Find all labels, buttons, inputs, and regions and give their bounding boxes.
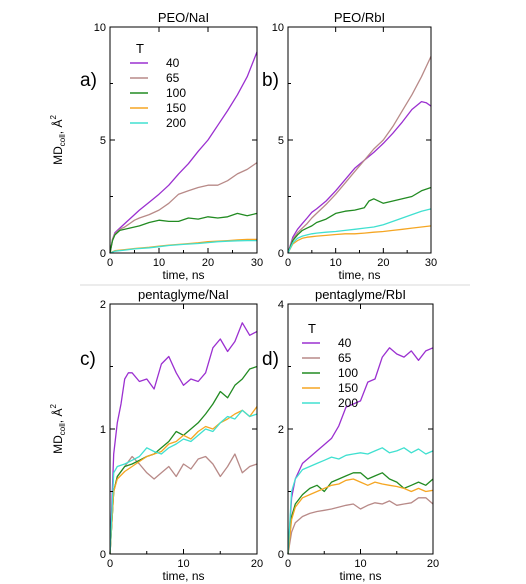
x-axis-label: time, ns (162, 268, 204, 282)
panel-label: d) (262, 349, 279, 370)
legend-entry-100: 100 (166, 86, 186, 100)
x-tick-label: 20 (251, 558, 263, 570)
x-tick-label: 30 (251, 257, 263, 269)
x-tick-label: 10 (177, 558, 189, 570)
series-line-40 (109, 51, 258, 254)
series-line-200 (287, 447, 434, 555)
legend-title: T (136, 41, 144, 56)
y-axis-label: MDcoll, Å2 (49, 404, 67, 454)
series-line-150 (287, 225, 432, 254)
x-axis-label: time, ns (339, 569, 381, 583)
series-line-100 (109, 365, 258, 555)
series-line-150 (287, 478, 434, 555)
y-tick-label: 0 (278, 549, 284, 561)
y-tick-label: 5 (278, 135, 284, 147)
x-tick-label: 20 (427, 558, 439, 570)
legend-entry-100: 100 (338, 366, 358, 380)
x-tick-label: 20 (377, 257, 389, 269)
panel-label: a) (80, 70, 97, 91)
legend-title: T (308, 321, 316, 336)
legend-entry-40: 40 (338, 336, 352, 350)
legend-entry-65: 65 (338, 351, 352, 365)
chart-title: pentaglyme/RbI (315, 287, 406, 302)
x-axis-label: time, ns (162, 569, 204, 583)
series-line-100 (287, 186, 432, 254)
y-tick-label: 5 (100, 135, 106, 147)
x-tick-label: 0 (285, 558, 291, 570)
x-tick-label: 10 (354, 558, 366, 570)
x-tick-label: 0 (107, 558, 113, 570)
legend-entry-40: 40 (166, 56, 180, 70)
series-line-200 (109, 409, 258, 555)
plot-frame (287, 26, 432, 254)
chart-title: PEO/RbI (334, 10, 385, 25)
legend-entry-150: 150 (166, 101, 186, 115)
chart-title: PEO/NaI (158, 10, 209, 25)
y-tick-label: 2 (100, 299, 106, 311)
chart-panel-1: 0 10 20 30 0 5 10 PEO/NaI time, ns a) MDcoll, Å2 T 4… (49, 10, 263, 282)
x-tick-label: 10 (330, 257, 342, 269)
chart-panel-3: 0 10 20 0 1 2 pentaglyme/NaI time, ns c) MDcoll, … (49, 287, 263, 583)
y-tick-label: 0 (278, 248, 284, 260)
y-tick-label: 0 (100, 549, 106, 561)
legend-entry-200: 200 (338, 396, 358, 410)
y-tick-label: 2 (278, 424, 284, 436)
series-line-40 (109, 322, 258, 555)
series-line-100 (109, 212, 258, 254)
x-tick-label: 10 (153, 257, 165, 269)
series-line-65 (109, 453, 258, 555)
y-tick-label: 0 (100, 248, 106, 260)
plot-frame (287, 303, 434, 555)
chart-title: pentaglyme/NaI (138, 287, 229, 302)
panel-label: c) (80, 349, 96, 370)
y-axis-label: MDcoll, Å2 (49, 115, 67, 165)
legend-entry-150: 150 (338, 381, 358, 395)
legend-entry-200: 200 (166, 116, 186, 130)
x-tick-label: 0 (285, 257, 291, 269)
series-line-100 (287, 472, 434, 555)
y-tick-label: 10 (272, 22, 284, 34)
y-tick-label: 4 (278, 299, 284, 311)
x-tick-label: 20 (202, 257, 214, 269)
series-line-40 (287, 347, 434, 555)
x-tick-label: 0 (107, 257, 113, 269)
y-tick-label: 1 (100, 424, 106, 436)
series-line-65 (109, 162, 258, 254)
panel-label: b) (262, 70, 279, 91)
series-line-40 (287, 100, 432, 254)
x-tick-label: 30 (425, 257, 437, 269)
series-line-65 (287, 497, 434, 555)
series-line-65 (287, 56, 432, 254)
chart-panel-2: 0 10 20 30 0 5 10 PEO/RbI time, ns b) (262, 10, 437, 282)
legend-entry-65: 65 (166, 71, 180, 85)
y-tick-label: 10 (94, 22, 106, 34)
x-axis-label: time, ns (338, 268, 380, 282)
series-line-150 (109, 406, 258, 555)
series-line-200 (287, 208, 432, 254)
series-line-200 (109, 239, 257, 254)
